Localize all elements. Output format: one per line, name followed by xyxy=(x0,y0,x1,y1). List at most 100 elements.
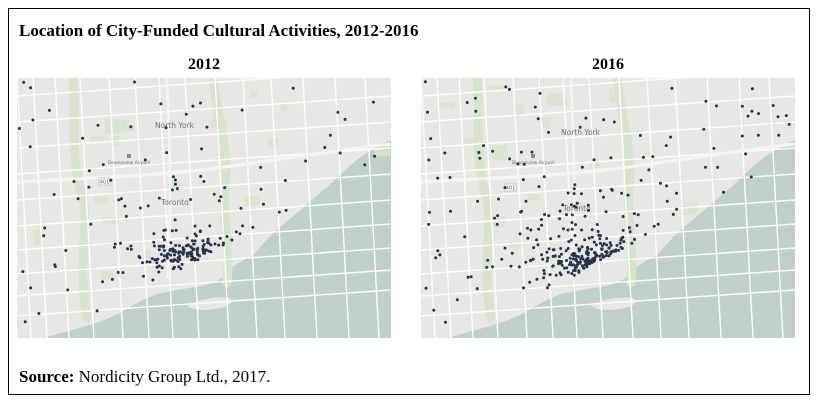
activity-point[interactable] xyxy=(157,196,161,200)
activity-point[interactable] xyxy=(542,272,546,276)
activity-point[interactable] xyxy=(162,254,166,258)
activity-point[interactable] xyxy=(508,157,512,161)
activity-point[interactable] xyxy=(651,155,655,159)
activity-point[interactable] xyxy=(722,190,725,194)
activity-point[interactable] xyxy=(627,226,631,230)
activity-point[interactable] xyxy=(566,270,570,274)
activity-point[interactable] xyxy=(596,230,600,233)
activity-point[interactable] xyxy=(664,144,668,148)
activity-point[interactable] xyxy=(595,223,599,226)
activity-point[interactable] xyxy=(559,252,563,256)
activity-point[interactable] xyxy=(581,257,585,261)
activity-point[interactable] xyxy=(213,242,217,246)
activity-point[interactable] xyxy=(212,192,216,196)
activity-point[interactable] xyxy=(66,288,70,292)
activity-point[interactable] xyxy=(493,216,496,220)
activity-point[interactable] xyxy=(594,243,598,247)
activity-point[interactable] xyxy=(200,147,204,151)
activity-point[interactable] xyxy=(159,102,163,106)
activity-point[interactable] xyxy=(123,204,127,208)
activity-point[interactable] xyxy=(428,210,431,214)
activity-point[interactable] xyxy=(187,251,191,255)
activity-point[interactable] xyxy=(573,252,577,256)
activity-point[interactable] xyxy=(496,214,500,218)
activity-point[interactable] xyxy=(530,150,534,154)
activity-point[interactable] xyxy=(173,218,177,222)
activity-point[interactable] xyxy=(574,243,578,247)
activity-point[interactable] xyxy=(171,247,175,251)
activity-point[interactable] xyxy=(542,175,546,179)
activity-point[interactable] xyxy=(206,238,210,242)
activity-point[interactable] xyxy=(621,215,625,218)
activity-point[interactable] xyxy=(277,210,281,214)
activity-point[interactable] xyxy=(570,221,574,224)
activity-point[interactable] xyxy=(443,151,447,155)
activity-point[interactable] xyxy=(519,150,523,154)
activity-point[interactable] xyxy=(547,247,551,251)
activity-point[interactable] xyxy=(101,280,104,284)
activity-point[interactable] xyxy=(535,238,539,242)
activity-point[interactable] xyxy=(427,158,431,162)
activity-point[interactable] xyxy=(170,229,174,233)
activity-point[interactable] xyxy=(485,265,489,269)
activity-point[interactable] xyxy=(598,237,602,241)
activity-point[interactable] xyxy=(217,243,221,247)
activity-point[interactable] xyxy=(609,243,613,247)
activity-point[interactable] xyxy=(704,165,707,169)
activity-point[interactable] xyxy=(542,276,546,280)
activity-point[interactable] xyxy=(185,236,189,240)
activity-point[interactable] xyxy=(545,250,549,254)
activity-point[interactable] xyxy=(529,259,533,263)
activity-point[interactable] xyxy=(602,118,606,122)
activity-point[interactable] xyxy=(173,178,177,182)
activity-point[interactable] xyxy=(203,248,207,252)
activity-point[interactable] xyxy=(576,255,580,259)
activity-point[interactable] xyxy=(152,240,156,244)
activity-point[interactable] xyxy=(169,253,173,257)
activity-point[interactable] xyxy=(587,236,591,240)
activity-point[interactable] xyxy=(607,254,611,258)
activity-point[interactable] xyxy=(113,242,117,246)
activity-point[interactable] xyxy=(169,258,173,262)
activity-point[interactable] xyxy=(465,101,469,104)
activity-point[interactable] xyxy=(89,222,93,226)
activity-point[interactable] xyxy=(675,207,679,211)
activity-point[interactable] xyxy=(559,273,563,277)
activity-point[interactable] xyxy=(37,312,41,315)
activity-point[interactable] xyxy=(787,122,791,126)
activity-point[interactable] xyxy=(584,258,588,262)
activity-point[interactable] xyxy=(598,241,602,245)
activity-point[interactable] xyxy=(621,228,625,232)
activity-point[interactable] xyxy=(590,261,594,264)
activity-point[interactable] xyxy=(291,86,295,90)
activity-point[interactable] xyxy=(641,155,645,159)
activity-point[interactable] xyxy=(174,243,178,247)
activity-point[interactable] xyxy=(251,225,255,229)
activity-point[interactable] xyxy=(602,195,605,199)
activity-point[interactable] xyxy=(182,250,186,254)
activity-point[interactable] xyxy=(549,237,553,241)
activity-point[interactable] xyxy=(427,222,431,226)
activity-point[interactable] xyxy=(635,224,639,227)
activity-point[interactable] xyxy=(611,249,615,253)
activity-point[interactable] xyxy=(217,199,221,203)
activity-point[interactable] xyxy=(148,260,152,264)
activity-point[interactable] xyxy=(126,247,130,251)
activity-point[interactable] xyxy=(614,248,618,252)
activity-point[interactable] xyxy=(137,255,141,258)
activity-point[interactable] xyxy=(429,137,433,141)
activity-point[interactable] xyxy=(567,240,571,244)
activity-point[interactable] xyxy=(23,320,27,324)
activity-point[interactable] xyxy=(517,265,521,269)
activity-point[interactable] xyxy=(585,250,589,254)
activity-point[interactable] xyxy=(628,230,632,234)
activity-point[interactable] xyxy=(206,241,209,245)
activity-point[interactable] xyxy=(304,159,308,163)
activity-point[interactable] xyxy=(621,235,625,239)
activity-point[interactable] xyxy=(466,275,470,279)
activity-point[interactable] xyxy=(656,222,660,226)
activity-point[interactable] xyxy=(259,187,263,191)
activity-point[interactable] xyxy=(190,239,194,243)
activity-point[interactable] xyxy=(572,192,576,196)
